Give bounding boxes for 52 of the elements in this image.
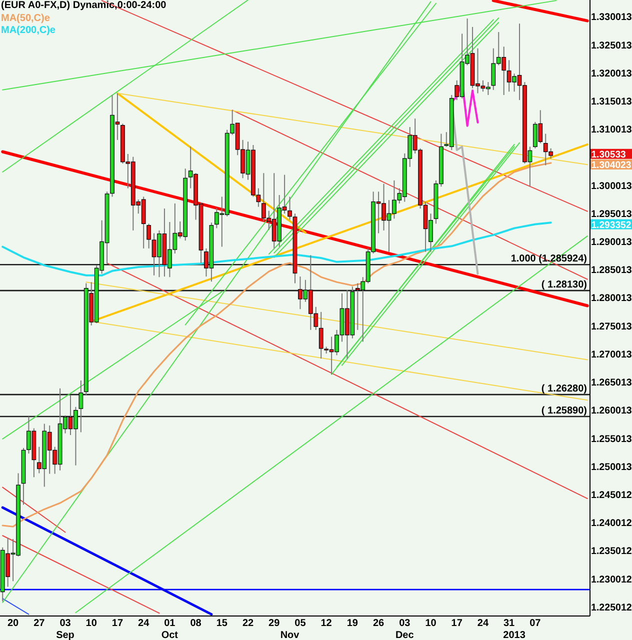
x-tick-label: 24 bbox=[138, 618, 150, 629]
y-tick-label: 1.230012 bbox=[591, 574, 632, 586]
x-tick-label: 10 bbox=[425, 618, 437, 629]
y-tick-label: 1.325013 bbox=[591, 40, 632, 52]
x-tick-label: 03 Sep bbox=[56, 618, 74, 640]
x-tick-label: 19 bbox=[346, 618, 358, 629]
x-tick-label: 12 bbox=[320, 618, 332, 629]
ref-line-label: ( 1.25890) bbox=[541, 405, 587, 416]
x-tick-label: 15 bbox=[216, 618, 228, 629]
x-tick-label: 27 bbox=[34, 618, 46, 629]
y-tick-label: 1.260013 bbox=[591, 406, 632, 417]
x-tick-label: 03 Dec bbox=[395, 618, 414, 640]
x-tick-label: 20 bbox=[7, 618, 20, 629]
x-tick-label: 26 bbox=[372, 618, 385, 629]
y-tick-label: 1.240012 bbox=[591, 518, 632, 530]
ref-line-label: ( 1.28130) bbox=[541, 280, 587, 291]
y-tick-label: 1.225012 bbox=[591, 602, 632, 614]
x-tick-label: 07 bbox=[530, 618, 542, 629]
y-tick-label: 1.235012 bbox=[591, 546, 632, 558]
x-tick-label: 29 bbox=[268, 618, 280, 629]
text: 1.293352 bbox=[591, 220, 632, 231]
text: MA(50,C)e bbox=[1, 12, 51, 25]
x-tick-label: 08 bbox=[190, 618, 202, 629]
text: 1.304023 bbox=[591, 160, 632, 171]
y-tick-label: 1.290013 bbox=[591, 237, 632, 248]
x-tick-label: 01 Oct bbox=[161, 618, 179, 640]
y-tick-label: 1.310013 bbox=[591, 124, 632, 136]
y-tick-label: 1.245012 bbox=[591, 490, 632, 501]
x-tick-label: 05 bbox=[294, 618, 306, 629]
x-tick-label: 2013 bbox=[503, 630, 526, 640]
y-tick-label: 1.295013 bbox=[591, 208, 632, 220]
y-tick-label: 1.270013 bbox=[591, 349, 632, 360]
y-tick-label: 1.300013 bbox=[591, 180, 632, 192]
y-tick-label: 1.275013 bbox=[591, 321, 632, 332]
x-tick-label: Nov bbox=[280, 630, 300, 640]
y-tick-label: 1.280013 bbox=[591, 293, 632, 304]
x-tick-label: 31 bbox=[504, 618, 516, 629]
y-tick-label: 1.315013 bbox=[591, 96, 632, 108]
x-tick-label: 10 bbox=[86, 618, 98, 629]
text: 1.30533 bbox=[591, 149, 626, 160]
text: MA(200,C)e bbox=[1, 25, 56, 38]
y-tick-label: 1.285013 bbox=[591, 265, 632, 276]
y-tick-label: 1.330013 bbox=[591, 12, 632, 24]
ref-line-label: ( 1.26280) bbox=[541, 384, 587, 395]
y-tick-label: 1.320013 bbox=[591, 68, 632, 80]
y-tick-label: 1.265013 bbox=[591, 378, 632, 389]
y-tick-label: 1.250013 bbox=[591, 462, 632, 473]
x-tick-label: 24 bbox=[477, 618, 489, 629]
x-tick-label: 22 bbox=[242, 618, 254, 629]
x-tick-label: 17 bbox=[112, 618, 124, 629]
x-tick-label: 17 bbox=[451, 618, 463, 629]
y-tick-label: 1.255013 bbox=[591, 434, 632, 445]
